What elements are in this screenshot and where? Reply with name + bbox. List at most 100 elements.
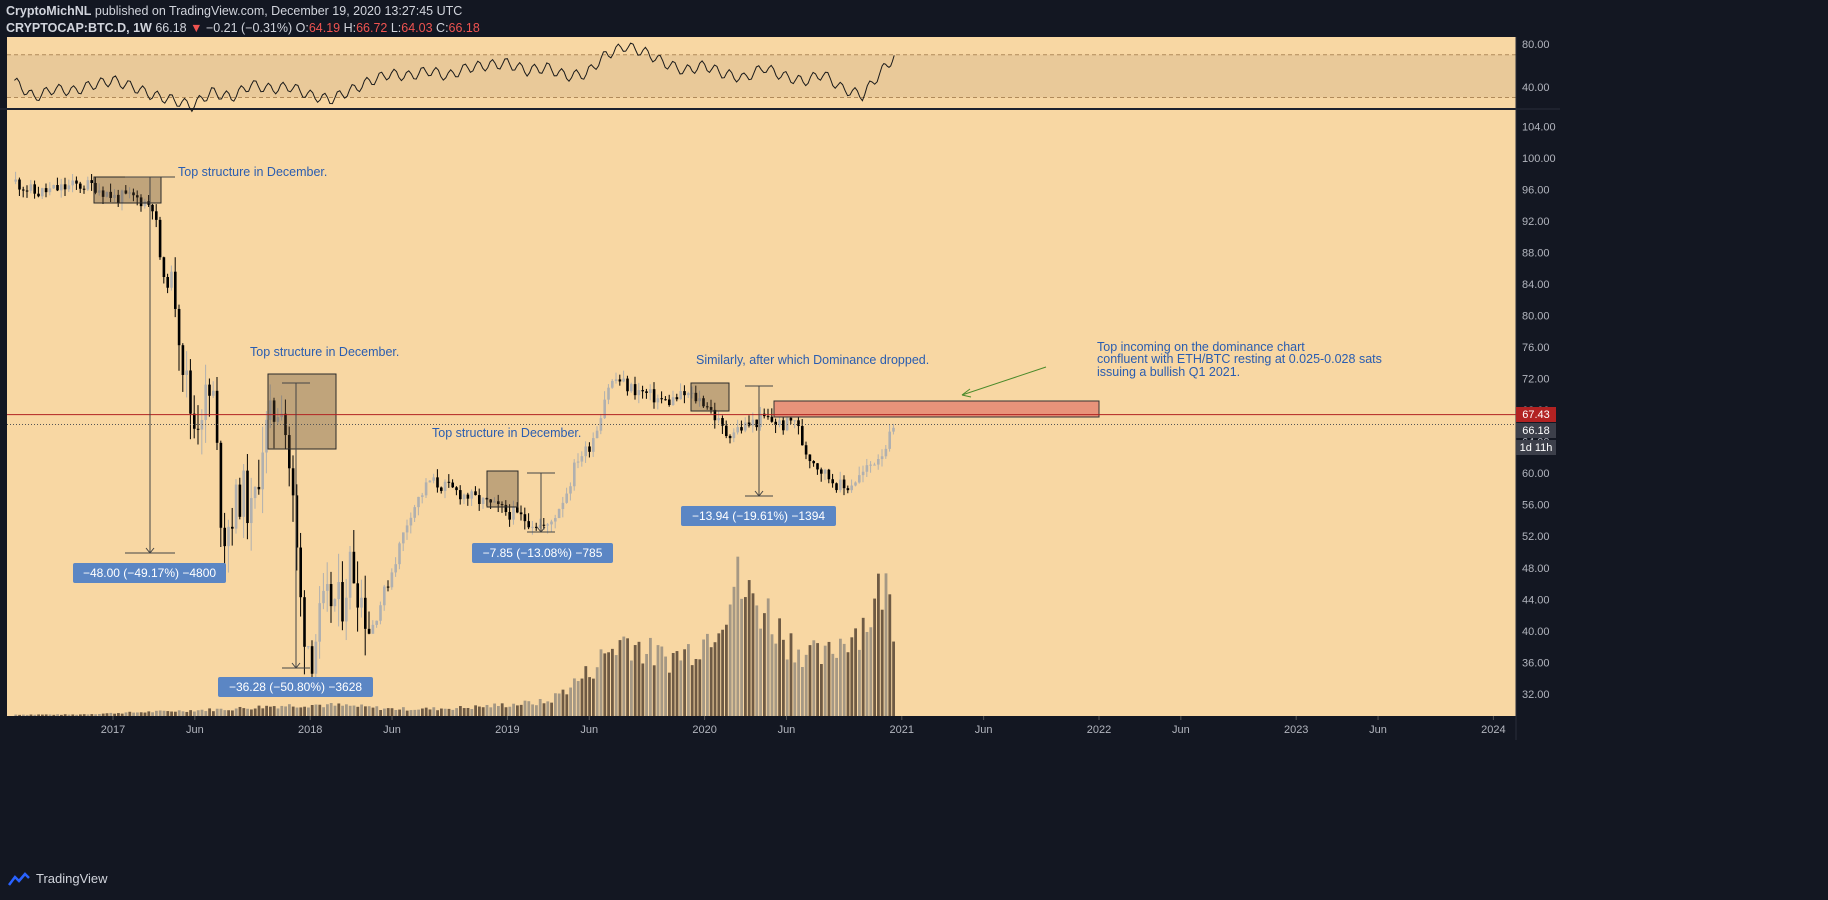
- volume-bar: [751, 593, 755, 716]
- volume-bar: [37, 714, 40, 716]
- price-tick-label: 36.00: [1522, 657, 1550, 669]
- candle-body: [253, 486, 257, 499]
- candle-body: [599, 418, 603, 431]
- candle-body: [86, 180, 90, 190]
- candle-body: [18, 179, 21, 190]
- volume-bar: [200, 709, 204, 716]
- candle-body: [595, 430, 599, 439]
- volume-bar: [789, 633, 793, 716]
- volume-bar: [90, 714, 94, 716]
- candle-body: [269, 400, 272, 420]
- candle-body: [265, 419, 268, 453]
- volume-bar: [48, 714, 52, 716]
- last-price: 66.18: [155, 21, 187, 35]
- volume-bar: [493, 703, 496, 716]
- volume-bar: [215, 708, 219, 716]
- candle-body: [740, 427, 743, 431]
- volume-bar: [265, 705, 268, 716]
- volume-bar: [459, 706, 462, 716]
- volume-bar: [307, 707, 310, 716]
- volume-bar: [576, 681, 580, 716]
- volume-bar: [557, 693, 561, 716]
- volume-bar: [352, 705, 356, 716]
- volume-bar: [835, 657, 838, 716]
- candle-body: [478, 495, 481, 504]
- candle-body: [732, 432, 736, 439]
- candle-body: [755, 419, 758, 428]
- volume-bar: [166, 711, 170, 716]
- candle-body: [884, 448, 888, 457]
- candle-body: [877, 459, 880, 465]
- volume-bar: [808, 645, 812, 716]
- volume-bar: [212, 711, 215, 716]
- candle-body: [345, 597, 348, 622]
- footer-brand[interactable]: TradingView: [36, 871, 108, 886]
- volume-bar: [641, 663, 645, 716]
- candle-body: [158, 219, 162, 258]
- volume-bar: [63, 714, 67, 716]
- candle-body: [550, 521, 553, 525]
- candle-body: [675, 397, 679, 400]
- volume-bar: [607, 652, 610, 716]
- volume-bar: [725, 624, 728, 716]
- volume-bar: [766, 598, 770, 716]
- price-tick-label: 44.00: [1522, 594, 1550, 606]
- volume-bar: [67, 714, 71, 716]
- volume-bar: [538, 699, 542, 716]
- publisher-name[interactable]: CryptoMichNL: [6, 4, 92, 18]
- candle-body: [166, 277, 169, 288]
- volume-bar: [618, 640, 622, 716]
- price-tick-label: 60.00: [1522, 468, 1550, 480]
- candle-body: [291, 468, 295, 496]
- candle-body: [630, 384, 633, 392]
- volume-bar: [694, 659, 698, 716]
- candle-body: [200, 420, 204, 430]
- volume-bar: [71, 714, 75, 716]
- volume-bar: [204, 711, 208, 716]
- price-tick-label: 100.00: [1522, 153, 1556, 165]
- volume-bar: [709, 647, 713, 716]
- candle-body: [736, 427, 739, 433]
- candle-body: [322, 590, 325, 604]
- volume-bar: [611, 648, 614, 716]
- volume-bar: [478, 706, 481, 716]
- candle-body: [37, 193, 40, 197]
- publish-text: published on TradingView.com, December 1…: [94, 4, 463, 18]
- price-change: −0.21 (−0.31%): [205, 21, 293, 35]
- volume-bar: [592, 678, 595, 716]
- price-tick-label: 48.00: [1522, 563, 1550, 575]
- candle-body: [531, 526, 534, 528]
- candle-body: [310, 646, 314, 674]
- volume-bar: [531, 704, 534, 716]
- candle-body: [888, 431, 891, 449]
- price-tag-box: [1516, 440, 1556, 455]
- candle-body: [402, 532, 405, 544]
- candle-body: [212, 390, 215, 396]
- candle-body: [835, 483, 838, 491]
- measure-label-box: [218, 677, 373, 697]
- volume-bar: [82, 714, 86, 716]
- candle-body: [717, 418, 720, 421]
- volume-bar: [649, 637, 652, 716]
- volume-bar: [409, 710, 413, 716]
- candle-body: [428, 480, 432, 483]
- volume-bar: [527, 701, 531, 716]
- candle-body: [516, 507, 519, 513]
- volume-bar: [633, 645, 637, 716]
- volume-bar: [744, 597, 747, 716]
- volume-bar: [113, 713, 116, 716]
- candle-body: [580, 456, 584, 462]
- candle-body: [250, 498, 253, 524]
- volume-bar: [656, 645, 660, 716]
- candle-body: [63, 184, 67, 190]
- volume-bar: [98, 714, 101, 716]
- candle-body: [679, 391, 682, 400]
- volume-bar: [360, 704, 363, 716]
- candle-body: [246, 470, 249, 524]
- volume-bar: [14, 714, 18, 716]
- candle-body: [751, 419, 755, 426]
- candle-body: [641, 390, 644, 392]
- measure-arrow-icon: [145, 547, 155, 554]
- candle-body: [523, 514, 527, 522]
